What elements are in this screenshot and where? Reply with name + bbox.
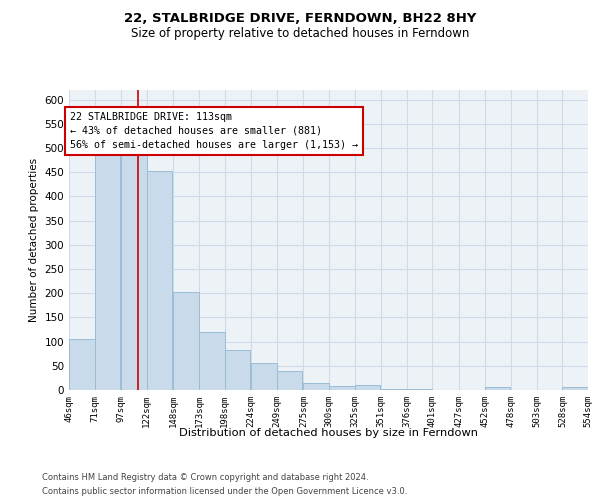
Bar bbox=[381, 388, 407, 390]
Bar bbox=[95, 154, 120, 390]
Text: Contains public sector information licensed under the Open Government Licence v3: Contains public sector information licen… bbox=[42, 486, 407, 496]
Bar bbox=[562, 387, 588, 390]
Bar bbox=[147, 172, 172, 390]
Bar bbox=[251, 363, 277, 390]
Y-axis label: Number of detached properties: Number of detached properties bbox=[29, 158, 39, 322]
Text: Contains HM Land Registry data © Crown copyright and database right 2024.: Contains HM Land Registry data © Crown c… bbox=[42, 472, 368, 482]
Bar bbox=[199, 332, 224, 390]
Bar bbox=[121, 154, 147, 390]
Text: Size of property relative to detached houses in Ferndown: Size of property relative to detached ho… bbox=[131, 28, 469, 40]
Bar bbox=[485, 387, 510, 390]
Bar bbox=[69, 339, 95, 390]
Bar bbox=[304, 383, 329, 390]
Text: Distribution of detached houses by size in Ferndown: Distribution of detached houses by size … bbox=[179, 428, 478, 438]
Text: 22 STALBRIDGE DRIVE: 113sqm
← 43% of detached houses are smaller (881)
56% of se: 22 STALBRIDGE DRIVE: 113sqm ← 43% of det… bbox=[70, 112, 358, 150]
Text: 22, STALBRIDGE DRIVE, FERNDOWN, BH22 8HY: 22, STALBRIDGE DRIVE, FERNDOWN, BH22 8HY bbox=[124, 12, 476, 26]
Bar bbox=[329, 386, 355, 390]
Bar bbox=[407, 389, 433, 390]
Bar bbox=[355, 385, 380, 390]
Bar bbox=[173, 292, 199, 390]
Bar bbox=[277, 370, 302, 390]
Bar bbox=[224, 350, 250, 390]
